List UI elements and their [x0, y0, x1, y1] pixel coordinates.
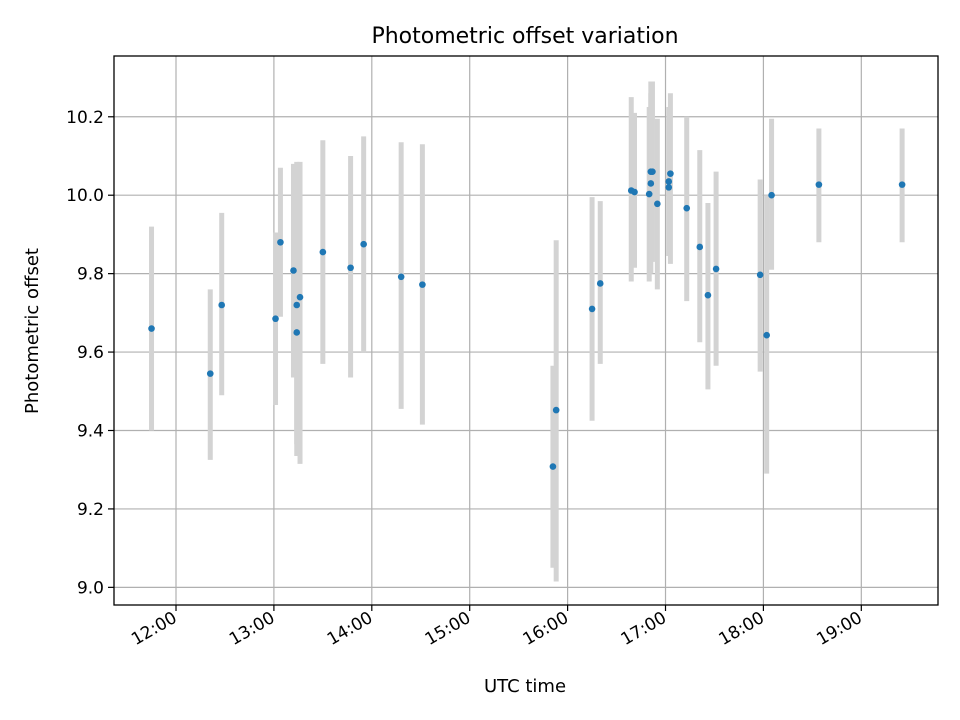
data-point [360, 240, 367, 248]
data-point [696, 243, 704, 251]
data-point [296, 293, 304, 301]
data-point [768, 191, 775, 199]
data-point [319, 248, 327, 256]
data-point [712, 265, 720, 273]
data-point [654, 200, 661, 208]
data-point [647, 180, 655, 187]
y-tick-label: 9.4 [77, 421, 104, 441]
x-tick-label: 12:00 [128, 608, 180, 650]
data-point [549, 463, 557, 470]
data-point [645, 190, 653, 198]
data-point [293, 329, 301, 336]
x-tick-label: 18:00 [715, 608, 767, 650]
data-point [649, 168, 656, 175]
chart-title: Photometric offset variation [371, 24, 678, 49]
x-tick-label: 19:00 [813, 608, 865, 650]
data-point [704, 291, 712, 299]
data-point [756, 271, 764, 279]
data-point [667, 170, 674, 177]
data-point [683, 204, 691, 212]
y-tick-label: 9.0 [77, 578, 104, 598]
y-tick-label: 9.6 [77, 343, 104, 363]
data-point [588, 305, 596, 313]
x-tick-label: 13:00 [226, 608, 278, 650]
x-tick-label: 15:00 [422, 608, 474, 650]
data-point [665, 184, 673, 191]
data-point [290, 267, 297, 274]
y-tick-label: 9.2 [77, 500, 104, 520]
x-axis-label: UTC time [484, 676, 566, 697]
x-tick-label: 16:00 [520, 608, 572, 650]
data-point [631, 188, 638, 196]
x-tick-label: 14:00 [324, 608, 376, 650]
data-point [347, 264, 354, 272]
y-tick-label: 10.2 [66, 108, 104, 128]
data-point [218, 301, 225, 309]
data-point [763, 331, 770, 339]
grid-lines [114, 56, 938, 605]
data-point [206, 370, 214, 377]
error-bars [149, 81, 905, 582]
x-axis-ticks: 12:00 13:00 14:00 15:00 16:00 17:00 18:00 19:00 [128, 605, 866, 650]
data-point [552, 406, 560, 414]
data-points [148, 168, 906, 470]
y-axis-label: Photometric offset [22, 248, 43, 414]
y-tick-label: 9.8 [77, 265, 104, 285]
y-axis-ticks: 9.0 9.2 9.4 9.6 9.8 10.0 10.2 [66, 108, 114, 598]
data-point [277, 238, 284, 246]
data-point [272, 315, 279, 323]
data-point [419, 281, 426, 288]
y-tick-label: 10.0 [66, 186, 104, 206]
data-point [898, 181, 906, 188]
data-point [293, 301, 301, 309]
data-point [596, 280, 604, 287]
plot-frame [113, 55, 939, 606]
data-point [397, 273, 405, 281]
data-point [665, 178, 673, 185]
data-point [148, 325, 155, 332]
x-tick-label: 17:00 [618, 608, 670, 650]
data-point [815, 181, 823, 188]
